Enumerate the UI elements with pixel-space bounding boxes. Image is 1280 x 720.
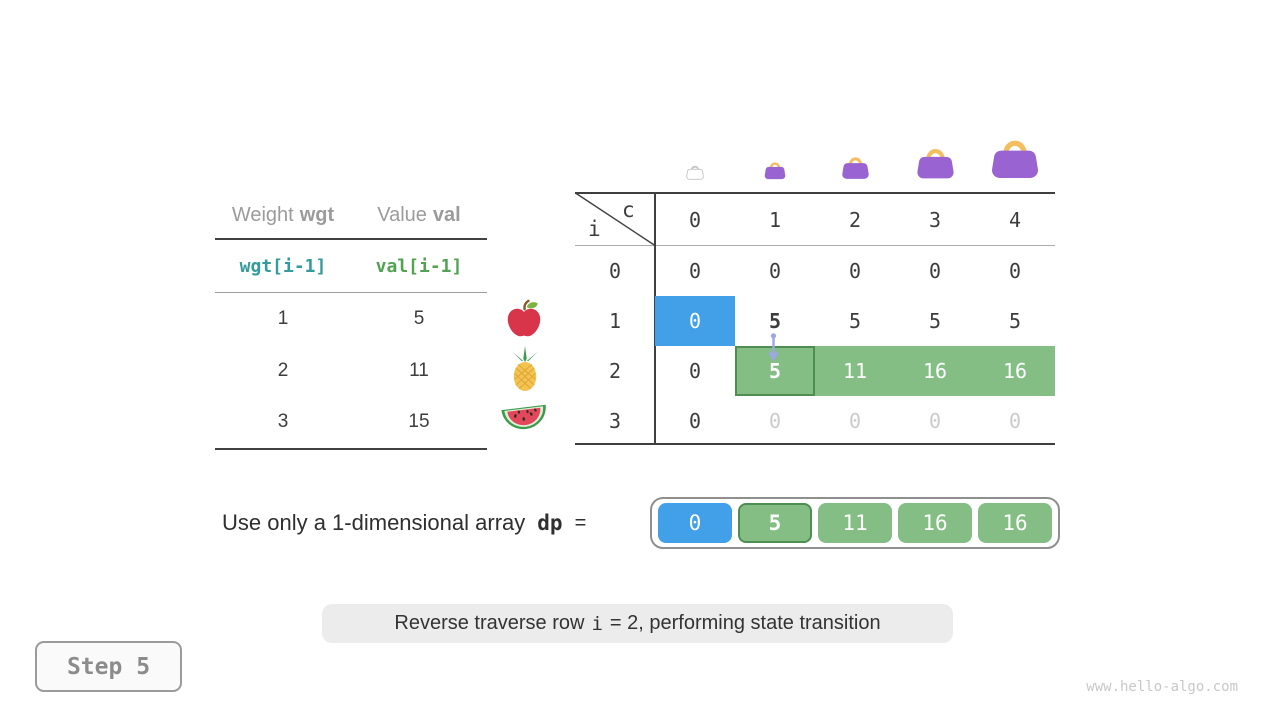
bag-size-3-icon <box>916 151 954 179</box>
dp-table: c i 0 1 2 3 4 0 1 2 3 0 0 0 0 0 0 5 <box>575 192 1055 445</box>
corner-col-var: c <box>622 198 635 222</box>
weight-header: Weight wgt <box>215 193 351 238</box>
state-transition-arrow-icon <box>768 333 779 362</box>
empty-bag-icon <box>686 166 704 180</box>
corner-row-var: i <box>588 217 601 241</box>
dp-table-bottom-border <box>575 443 1055 445</box>
corner-diagonal-line <box>575 192 656 247</box>
dp-cell-r1c3: 5 <box>928 309 942 333</box>
dp-array-label: Use only a 1-dimensional array dp = <box>222 497 586 549</box>
dp-var-name: dp <box>537 511 563 535</box>
dp-table-header-underline <box>575 245 1055 246</box>
watermelon-icon <box>501 404 546 430</box>
value-header-var: val <box>432 204 461 226</box>
dp-cell-r2c0: 0 <box>688 359 702 383</box>
watermark: www.hello-algo.com <box>1086 679 1238 695</box>
dp-cell-r0c2: 0 <box>848 258 862 283</box>
dp-row-0: 0 0 0 0 0 <box>655 245 1055 296</box>
dp-cell-r1c0-highlight-blue: 0 <box>655 296 735 346</box>
bag-slot-2 <box>815 153 895 180</box>
row-header-2: 2 <box>608 359 622 383</box>
weight-header-label: Weight <box>231 204 294 226</box>
dp-array-cell-4-green: 16 <box>978 503 1052 543</box>
dp-cell-r1c1: 5 <box>768 309 782 333</box>
caption-prefix: Reverse traverse row <box>394 612 585 634</box>
pineapple-icon <box>512 346 538 391</box>
dp-row-2: 0 5 11 16 16 <box>655 346 1055 396</box>
row-header-0: 0 <box>608 258 622 283</box>
dp-cell-r3c3-dimmed: 0 <box>928 408 942 433</box>
dp-cells: 0 0 0 0 0 0 5 5 5 5 0 5 11 16 16 0 <box>655 245 1055 445</box>
dp-cell-r2c3-highlight-green: 16 <box>895 346 975 396</box>
row-header-3: 3 <box>608 408 622 433</box>
value-header: Value val <box>351 193 487 238</box>
dp-row-1: 0 5 5 5 5 <box>655 296 1055 346</box>
bag-size-1-icon <box>764 163 786 180</box>
item2-value: 11 <box>409 359 429 381</box>
equals-sign: = <box>574 511 587 534</box>
dp-cell-r1c2: 5 <box>848 309 862 333</box>
dp-array-label-text: Use only a 1-dimensional array <box>222 510 526 535</box>
weight-header-var: wgt <box>299 204 335 226</box>
col-header-3: 3 <box>928 207 942 232</box>
item1-value: 5 <box>413 307 425 329</box>
dp-cell-r3c1-dimmed: 0 <box>768 408 782 433</box>
dp-cell-r1c4: 5 <box>1008 309 1022 333</box>
formula-row: wgt[i-1] val[i-1] <box>215 240 487 293</box>
dp-array: 0 5 11 16 16 <box>650 497 1060 549</box>
apple-icon <box>507 299 541 337</box>
bag-slot-1 <box>735 159 815 180</box>
caption-code-var: i <box>591 612 603 635</box>
dp-cell-r2c4-highlight-green: 16 <box>975 346 1055 396</box>
dp-array-cell-2-green: 11 <box>818 503 892 543</box>
dp-cell-r0c4: 0 <box>1008 258 1022 283</box>
dp-array-cell-1-green-outlined: 5 <box>738 503 812 543</box>
val-formula: val[i-1] <box>375 255 463 277</box>
item2-weight: 2 <box>277 359 289 381</box>
dp-col-headers: 0 1 2 3 4 <box>655 194 1055 245</box>
value-header-label: Value <box>377 204 427 226</box>
item3-value: 15 <box>408 411 430 433</box>
weights-values-table: Weight wgt Value val wgt[i-1] val[i-1] 1… <box>215 193 487 450</box>
dp-row-3: 0 0 0 0 0 <box>655 396 1055 445</box>
step-badge: Step 5 <box>35 641 182 692</box>
caption-suffix: = 2, performing state transition <box>609 612 881 634</box>
table-row: 3 15 <box>215 396 487 448</box>
dp-array-cell-3-green: 16 <box>898 503 972 543</box>
bag-slot-3 <box>895 143 975 180</box>
bag-size-4-icon <box>991 143 1039 178</box>
item3-weight: 3 <box>277 411 289 433</box>
weights-table-header-row: Weight wgt Value val <box>215 193 487 240</box>
item1-weight: 1 <box>277 307 289 329</box>
dp-cell-r3c4-dimmed: 0 <box>1008 408 1022 433</box>
bag-slot-4 <box>975 133 1055 180</box>
bag-size-2-icon <box>841 158 869 179</box>
table-row: 2 11 <box>215 345 487 397</box>
col-header-1: 1 <box>768 207 782 232</box>
dp-cell-r3c0: 0 <box>688 408 702 433</box>
dp-cell-r0c3: 0 <box>928 258 942 283</box>
wgt-formula: wgt[i-1] <box>239 255 327 277</box>
dp-array-cell-0-blue: 0 <box>658 503 732 543</box>
table-row: 1 5 <box>215 293 487 345</box>
caption-banner: Reverse traverse row i = 2, performing s… <box>322 604 953 643</box>
dp-cell-r3c2-dimmed: 0 <box>848 408 862 433</box>
capacity-bags-row <box>655 126 1055 180</box>
weights-table-body: 1 5 2 11 3 15 <box>215 293 487 448</box>
dp-table-top-border <box>575 192 1055 194</box>
dp-cell-r2c2-highlight-green: 11 <box>815 346 895 396</box>
bag-slot-0 <box>655 163 735 180</box>
row-header-1: 1 <box>608 309 622 333</box>
col-header-4: 4 <box>1008 207 1022 232</box>
dp-row-headers: 0 1 2 3 <box>575 245 655 445</box>
col-header-2: 2 <box>848 207 862 232</box>
col-header-0: 0 <box>688 207 702 232</box>
dp-cell-r0c0: 0 <box>688 258 702 283</box>
dp-cell-r0c1: 0 <box>768 258 782 283</box>
